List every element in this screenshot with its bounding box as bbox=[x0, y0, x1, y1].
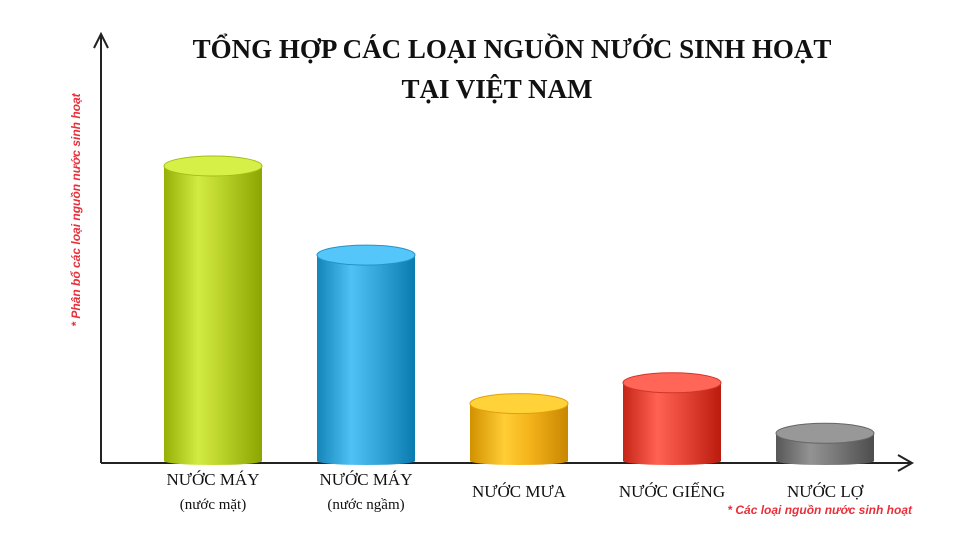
x-axis-arrow bbox=[897, 454, 915, 472]
bar-body bbox=[317, 255, 415, 465]
bar-body bbox=[623, 382, 721, 465]
bar-body bbox=[164, 166, 262, 465]
category-label-4: NƯỚC GIẾNG bbox=[619, 482, 725, 501]
category-label-2: NƯỚC MÁY bbox=[319, 470, 412, 489]
category-sublabel-2: (nước ngầm) bbox=[327, 497, 404, 513]
bar-1 bbox=[163, 155, 263, 465]
bar-3 bbox=[469, 393, 569, 465]
x-axis-label: * Các loại nguồn nước sinh hoạt bbox=[727, 503, 913, 517]
category-label-5: NƯỚC LỢ bbox=[787, 482, 864, 501]
bars-layer bbox=[163, 155, 875, 465]
y-axis-arrow bbox=[93, 31, 109, 49]
bar-5 bbox=[775, 422, 875, 465]
bar-body bbox=[470, 403, 568, 465]
category-label-3: NƯỚC MƯA bbox=[472, 482, 567, 501]
bar-top bbox=[316, 244, 416, 266]
bar-top bbox=[775, 422, 875, 444]
y-axis-label: * Phân bổ các loại nguồn nước sinh hoạt bbox=[69, 92, 83, 326]
category-sublabel-1: (nước mặt) bbox=[180, 497, 246, 513]
bar-top bbox=[469, 393, 569, 415]
chart-title-line1: TỔNG HỢP CÁC LOẠI NGUỒN NƯỚC SINH HOẠT bbox=[193, 33, 832, 64]
chart-title-line2: TẠI VIỆT NAM bbox=[401, 74, 592, 104]
bar-4 bbox=[622, 372, 722, 465]
bar-2 bbox=[316, 244, 416, 465]
category-labels: NƯỚC MÁY (nước mặt) NƯỚC MÁY (nước ngầm) NƯỚ… bbox=[166, 470, 863, 513]
bar-top bbox=[163, 155, 263, 177]
bar-top bbox=[622, 372, 722, 394]
category-label-1: NƯỚC MÁY bbox=[166, 470, 259, 489]
